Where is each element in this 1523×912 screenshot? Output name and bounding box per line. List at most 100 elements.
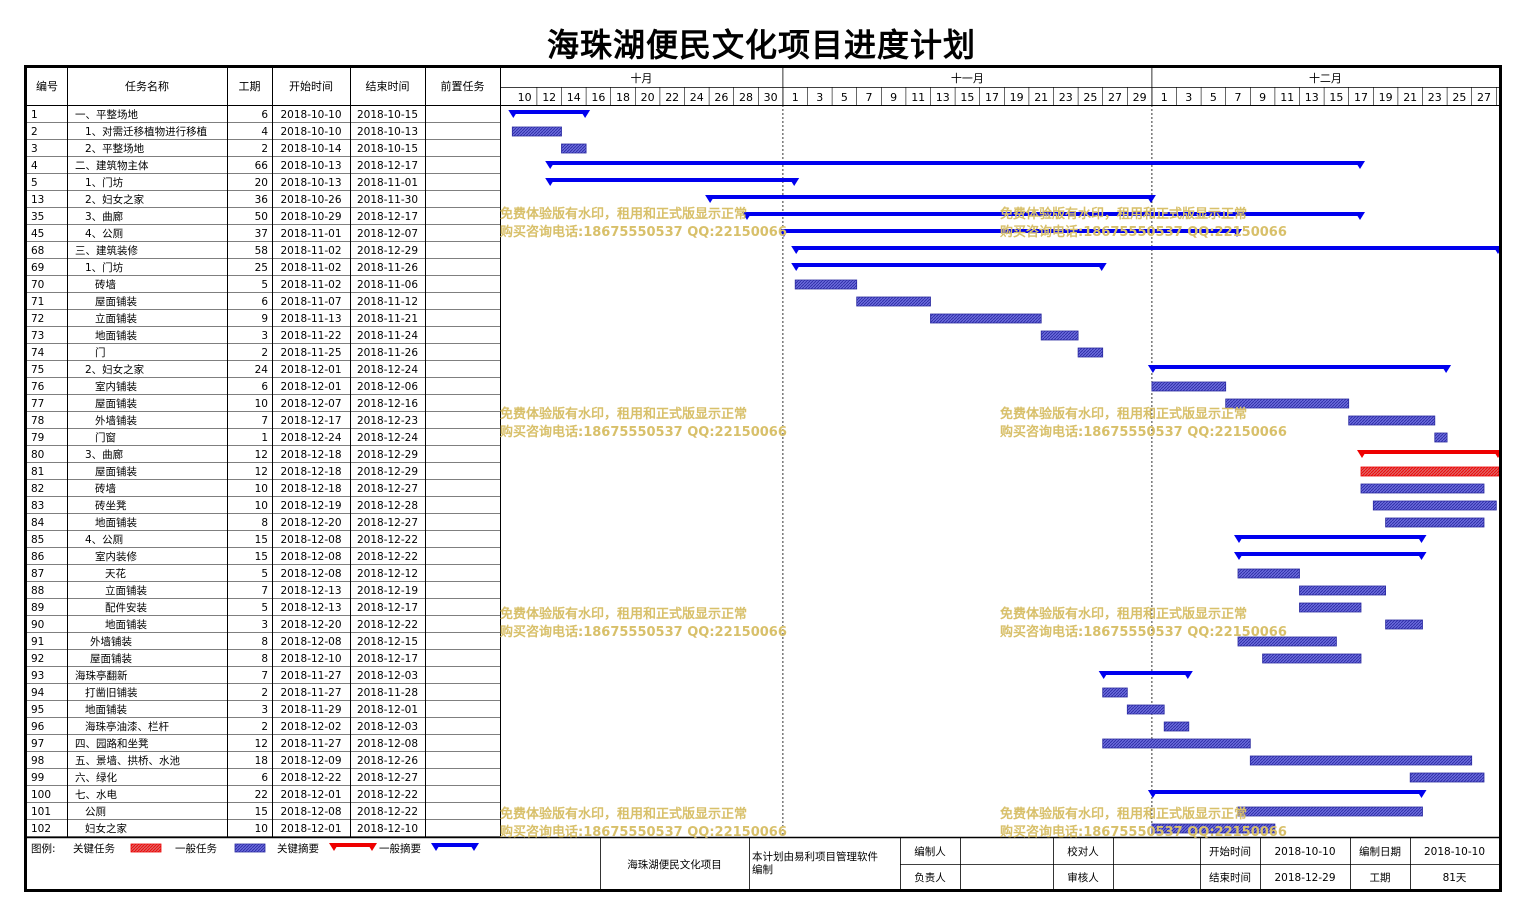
task-start: 2018-12-08 [280,636,341,648]
day-tick-label: 15 [1329,91,1343,104]
task-duration: 6 [261,296,268,308]
task-name: 室内铺装 [95,380,137,393]
task-end: 2018-12-24 [357,364,418,376]
summary-bar-right-cap [1416,790,1427,798]
task-name: 外墙铺装 [90,635,132,648]
task-duration: 3 [261,330,268,342]
summary-bar [1102,671,1189,675]
month-label: 十月 [630,71,652,85]
task-duration: 18 [255,755,268,767]
task-duration: 37 [255,228,268,240]
summary-bar [549,178,796,182]
task-duration: 20 [255,177,268,189]
summary-bar-right-cap [1145,195,1156,203]
task-duration: 12 [255,466,268,478]
legend-normal-summary-label: 一般摘要 [379,842,421,855]
footer-compiler-label: 编制人 [914,845,946,858]
task-bar [1126,704,1165,715]
task-name: 屋面铺装 [95,397,137,410]
task-id: 95 [31,704,44,716]
legend-critical-summary-label: 关键摘要 [277,842,319,855]
task-id: 87 [31,568,44,580]
task-duration: 3 [261,704,268,716]
task-duration: 9 [261,313,268,325]
footer-duration-label: 工期 [1370,872,1391,884]
task-id: 96 [31,721,45,733]
task-duration: 25 [255,262,268,274]
day-tick-label: 5 [841,91,848,104]
summary-bar-right-cap [1441,365,1452,373]
legend-normal-task-swatch [234,843,266,853]
task-id: 4 [31,160,38,172]
task-end: 2018-10-15 [357,109,418,121]
task-bar [856,296,931,307]
summary-bar-left-cap [508,110,519,118]
task-name: 2、妇女之家 [85,363,145,376]
task-duration: 8 [261,636,268,648]
watermark-line2: 购买咨询电话:18675550537 QQ:22150066 [1000,224,1287,240]
task-id: 100 [31,789,51,801]
task-duration: 2 [261,687,268,699]
day-tick-label: 23 [1059,91,1073,104]
task-duration: 36 [255,194,269,206]
task-name: 屋面铺装 [90,652,132,665]
task-duration: 12 [255,449,268,461]
task-end: 2018-12-17 [357,653,418,665]
task-name: 四、园路和坐凳 [75,737,149,750]
task-id: 84 [31,517,45,529]
summary-bar [795,246,1499,250]
summary-bar-left-cap [791,246,802,254]
task-bar [1385,619,1423,630]
task-duration: 15 [255,534,268,546]
task-start: 2018-11-27 [280,738,341,750]
day-tick-label: 12 [542,91,556,104]
legend-normal-summary-swatch [435,843,475,847]
day-tick-label: 20 [641,91,655,104]
task-duration: 12 [255,738,268,750]
summary-bar [1238,552,1423,556]
task-bar [1385,517,1485,528]
day-tick-label: 21 [1403,91,1417,104]
task-start: 2018-12-08 [280,534,341,546]
task-bar [1299,602,1362,613]
summary-bar-left-cap [778,229,789,237]
task-end: 2018-12-27 [357,772,418,784]
task-bar [1237,568,1300,579]
task-bar [1151,823,1276,834]
task-name: 4、公厕 [85,534,123,546]
task-end: 2018-11-28 [357,687,418,699]
day-tick-label: 9 [890,91,897,104]
task-duration: 8 [261,653,268,665]
task-id: 89 [31,602,44,614]
task-end: 2018-11-24 [357,330,418,342]
task-bar [1102,687,1128,698]
summary-bar-right-cap [1493,450,1499,458]
task-name: 地面铺装 [95,516,137,529]
task-end: 2018-12-07 [357,228,418,240]
task-bar [1163,721,1190,732]
task-name: 七、水电 [75,788,117,801]
task-bar [1262,653,1362,664]
task-duration: 2 [261,347,268,359]
task-name: 砖坐凳 [95,499,127,512]
task-duration: 7 [261,670,268,682]
day-tick-label: 15 [960,91,974,104]
task-bar [1040,330,1079,341]
task-start: 2018-11-02 [280,262,341,274]
gantt-frame: 编号 任务名称 工期 开始时间 结束时间 前置任务 十月 十一月 十二月 10 12 14 16 18 20… [24,65,1502,892]
day-tick-label: 23 [1428,91,1442,104]
task-name: 室内装修 [95,550,137,563]
task-name: 地面铺装 [85,703,127,716]
task-end: 2018-12-23 [357,415,418,427]
task-duration: 22 [255,789,268,801]
task-duration: 24 [255,364,269,376]
legend-critical-task-swatch [130,843,162,853]
summary-bar-right-cap [1355,212,1365,220]
task-id: 68 [31,245,44,257]
task-end: 2018-12-27 [357,517,418,529]
watermark-line2: 购买咨询电话:18675550537 QQ:22150066 [500,624,787,640]
column-header-dur: 工期 [239,80,261,93]
day-tick-label: 3 [1185,91,1192,104]
task-name: 立面铺装 [95,312,137,325]
